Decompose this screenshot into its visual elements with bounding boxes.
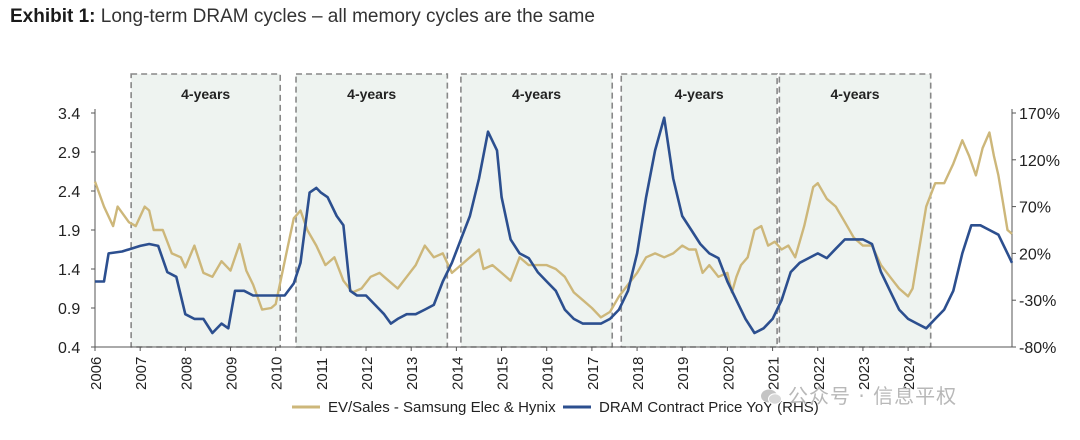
x-tick-label: 2010 (269, 357, 286, 390)
cycle-label: 4-years (831, 86, 880, 102)
x-tick-label: 2011 (314, 358, 331, 390)
dram-yoy-line (95, 116, 1014, 335)
ev-sales-line (93, 131, 1013, 319)
x-tick-label: 2019 (675, 357, 692, 390)
x-tick-label: 2022 (811, 357, 828, 390)
cycle-label: 4-years (347, 86, 396, 102)
cycle-box (460, 73, 614, 348)
exhibit-label: Exhibit 1: (10, 6, 96, 27)
x-tick-label: 2023 (856, 357, 873, 390)
x-tick-label: 2006 (88, 357, 105, 390)
y-left-tick-label: 2.9 (58, 145, 80, 162)
x-tick-label: 2018 (630, 357, 647, 390)
cycle-label: 4-years (512, 86, 561, 102)
x-tick-label: 2008 (178, 357, 195, 390)
exhibit-title-text: Long-term DRAM cycles – all memory cycle… (100, 6, 595, 27)
x-tick-label: 2007 (133, 357, 150, 390)
x-tick-label: 2014 (449, 357, 466, 390)
cycle-label: 4-years (181, 86, 230, 102)
y-left-tick-label: 2.4 (58, 184, 80, 201)
x-tick-label: 2009 (224, 357, 241, 390)
watermark: 公众号 · 信息平权 (760, 380, 957, 409)
cycle-box (130, 73, 282, 348)
x-tick-label: 2017 (585, 357, 602, 390)
cycle-box (778, 73, 932, 348)
x-tick-label: 2021 (766, 357, 783, 390)
watermark-text: 公众号 · 信息平权 (788, 384, 958, 408)
cycle-box (620, 73, 778, 348)
y-left-tick-label: 1.9 (58, 223, 80, 240)
y-right-tick-label: 170% (1019, 106, 1060, 123)
x-tick-label: 2015 (495, 357, 512, 390)
y-left-tick-label: 0.4 (58, 340, 80, 357)
cycle-box (295, 73, 449, 348)
cycle-label: 4-years (675, 86, 724, 102)
y-right-tick-label: -30% (1019, 293, 1056, 310)
y-right-tick-label: 70% (1019, 200, 1051, 217)
y-right-tick-label: 20% (1019, 246, 1051, 263)
x-tick-label: 2012 (359, 357, 376, 390)
x-tick-label: 2013 (404, 357, 421, 390)
y-left-tick-label: 3.4 (58, 106, 80, 123)
y-left-tick-label: 1.4 (58, 262, 80, 279)
x-tick-label: 2020 (720, 357, 737, 390)
legend-label-ev-sales: EV/Sales - Samsung Elec & Hynix (328, 399, 556, 416)
x-tick-label: 2024 (901, 357, 918, 390)
exhibit-title: Exhibit 1: Long-term DRAM cycles – all m… (10, 6, 595, 28)
wechat-icon (761, 389, 782, 405)
y-right-tick-label: -80% (1019, 340, 1056, 357)
x-tick-label: 2016 (540, 357, 557, 390)
y-right-tick-label: 120% (1019, 153, 1060, 170)
legend-label-dram: DRAM Contract Price YoY (RHS) (599, 399, 819, 416)
y-left-tick-label: 0.9 (58, 301, 80, 318)
